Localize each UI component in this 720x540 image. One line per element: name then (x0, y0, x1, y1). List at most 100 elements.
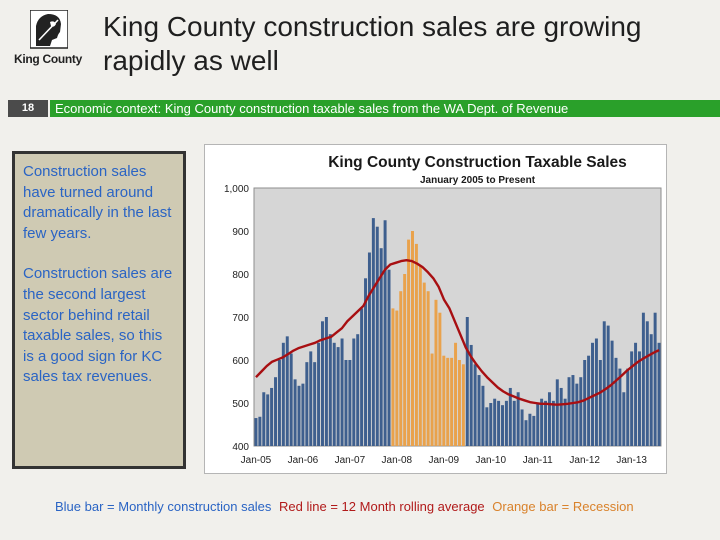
legend-orange: Orange bar = Recession (492, 499, 634, 514)
bar (391, 308, 395, 446)
x-tick-label: Jan-08 (382, 455, 413, 466)
bar (399, 291, 403, 446)
bar (618, 368, 622, 446)
summary-textbox: Construction sales have turned around dr… (12, 151, 186, 469)
bar (594, 338, 598, 446)
bar (555, 379, 559, 446)
bar (258, 416, 262, 446)
rolling-average-line (255, 259, 660, 406)
bar (532, 415, 536, 446)
bar (274, 377, 278, 446)
bar (481, 385, 485, 446)
bar (270, 387, 274, 446)
y-tick-label: 900 (232, 227, 249, 238)
x-tick-label: Jan-09 (429, 455, 460, 466)
logo-text: King County (13, 52, 83, 66)
bar (446, 357, 450, 446)
bar (536, 403, 540, 446)
x-tick-label: Jan-05 (241, 455, 272, 466)
bar (610, 340, 614, 446)
bar (587, 355, 591, 446)
bar (489, 403, 493, 446)
bar (649, 334, 653, 446)
bar (352, 338, 356, 446)
bar (637, 351, 641, 446)
bar (501, 405, 504, 446)
x-tick-label: Jan-13 (616, 455, 647, 466)
bar (575, 383, 579, 446)
bar (653, 312, 657, 446)
bar (614, 357, 618, 446)
bar (469, 344, 473, 446)
y-axis-labels: 400 500 600 700 800 900 1,000 (224, 184, 249, 453)
bar (454, 342, 458, 446)
bar (571, 375, 575, 446)
bar (360, 308, 364, 446)
x-tick-label: Jan-10 (475, 455, 506, 466)
bar (434, 299, 438, 446)
bar (344, 360, 348, 446)
bar (591, 342, 594, 446)
bar (367, 252, 371, 446)
bar (583, 360, 587, 446)
bar (375, 226, 379, 446)
bar (657, 342, 661, 446)
y-tick-label: 500 (232, 399, 249, 410)
bar (371, 218, 375, 446)
x-tick-label: Jan-12 (569, 455, 600, 466)
bar (461, 364, 465, 446)
title-line-1: King County construction sales are growi… (103, 11, 642, 42)
context-text: Economic context: King County constructi… (55, 101, 569, 116)
bar (520, 409, 524, 446)
bar (442, 355, 446, 446)
bar (411, 231, 414, 446)
bar (387, 269, 391, 446)
bar (348, 360, 352, 446)
slide-title: King County construction sales are growi… (103, 10, 703, 78)
bar (317, 342, 321, 446)
bar (540, 398, 544, 446)
bar (277, 360, 281, 446)
bar (626, 368, 630, 446)
bar (379, 248, 383, 446)
bar (524, 420, 528, 446)
bar (340, 338, 344, 446)
bar (336, 347, 340, 446)
bar (289, 353, 293, 446)
bar (485, 407, 489, 446)
bar (563, 398, 567, 446)
bar (403, 274, 407, 446)
legend-blue: Blue bar = Monthly construction sales (55, 499, 272, 514)
bar (313, 362, 317, 446)
bar (418, 265, 422, 446)
bar (266, 394, 270, 446)
bar (321, 321, 324, 446)
x-tick-label: Jan-07 (335, 455, 366, 466)
legend-footer: Blue bar = Monthly construction sales Re… (55, 499, 638, 514)
y-tick-label: 600 (232, 356, 249, 367)
chart-subtitle: January 2005 to Present (420, 175, 536, 186)
bar (356, 334, 360, 446)
bar (528, 413, 532, 446)
x-axis-labels: Jan-05 Jan-06 Jan-07 Jan-08 Jan-09 Jan-10 Jan-… (241, 455, 648, 466)
slide-number: 18 (8, 100, 48, 117)
bar (516, 392, 520, 446)
summary-paragraph-2: Construction sales are the second larges… (23, 265, 173, 386)
construction-sales-chart: King County Construction Taxable Sales J… (224, 154, 662, 466)
bar (426, 291, 430, 446)
bar (567, 377, 571, 446)
bar (457, 360, 461, 446)
bar (551, 400, 555, 446)
x-tick-label: Jan-11 (523, 455, 553, 466)
bar (622, 392, 626, 446)
bar (465, 317, 469, 446)
chart-frame: King County Construction Taxable Sales J… (204, 144, 667, 474)
bar (422, 282, 426, 446)
x-tick-label: Jan-06 (288, 455, 319, 466)
summary-paragraph-1: Construction sales have turned around dr… (23, 163, 172, 242)
bar (328, 334, 332, 446)
bar (309, 351, 313, 446)
bar (364, 278, 368, 446)
bar (305, 362, 309, 446)
bar (634, 342, 638, 446)
